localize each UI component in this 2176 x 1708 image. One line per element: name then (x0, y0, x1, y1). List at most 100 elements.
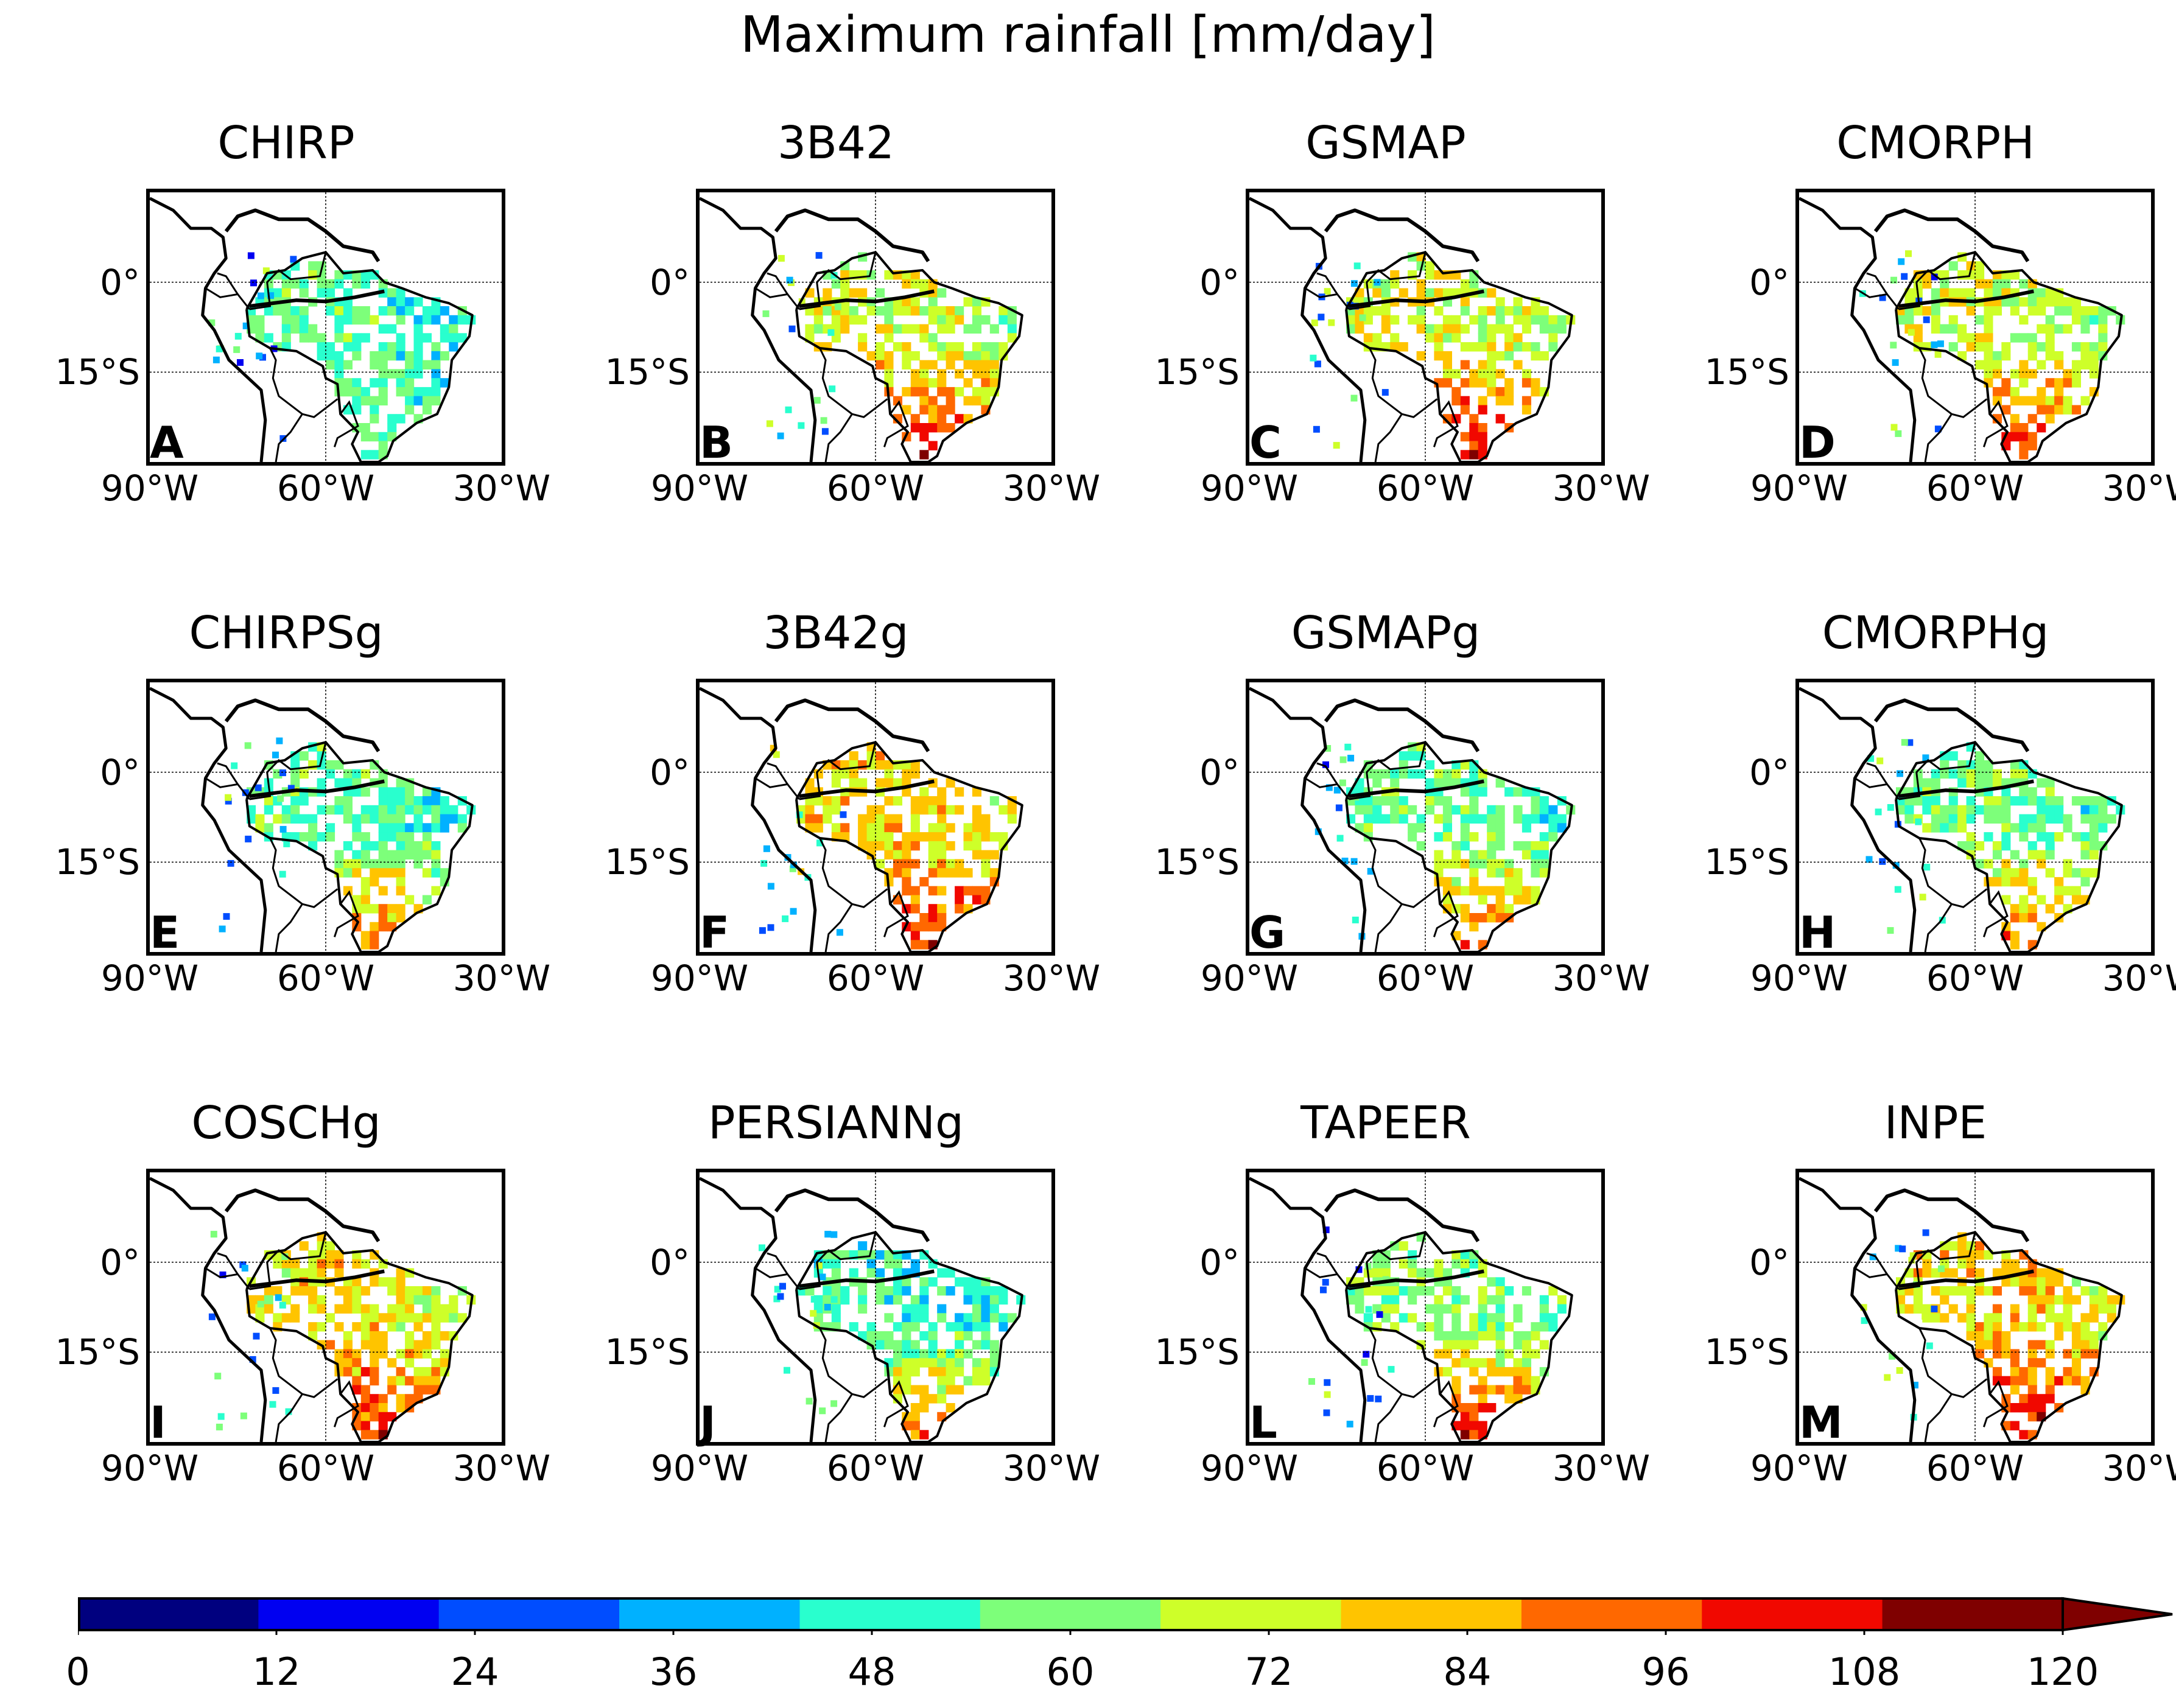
rainfall-cell (360, 1259, 370, 1269)
rainfall-cell (1381, 1286, 1391, 1296)
rainfall-cell (1376, 1311, 1383, 1318)
rainfall-cell (1531, 1349, 1540, 1359)
rainfall-cell (413, 859, 423, 869)
rainfall-cell (334, 351, 344, 361)
rainfall-cell (1007, 333, 1017, 343)
rainfall-cell (360, 1394, 370, 1404)
rainfall-cell (2054, 796, 2064, 806)
rainfall-cell (370, 414, 379, 424)
rainfall-cell (326, 360, 335, 369)
rainfall-cell (1324, 1379, 1331, 1386)
rainfall-cell (2037, 1304, 2046, 1314)
rainfall-cell (1460, 823, 1470, 833)
country-border (333, 1380, 359, 1427)
rainfall-cell (1478, 324, 1487, 334)
rainfall-cell (1984, 351, 1993, 361)
rainfall-cell (2071, 378, 2081, 388)
rainfall-cell (387, 823, 397, 833)
rainfall-cell (1442, 1367, 1452, 1377)
rainfall-cell (317, 805, 326, 815)
rainfall-cell (308, 1268, 318, 1278)
rainfall-cell (1876, 757, 1884, 765)
rainfall-cell (1451, 886, 1461, 896)
rainfall-cell (919, 279, 929, 289)
rainfall-cell (1372, 306, 1382, 316)
rainfall-cell (876, 823, 885, 833)
rainfall-cell (919, 1286, 929, 1296)
rainfall-cell (370, 877, 379, 887)
rainfall-cell (831, 778, 841, 788)
lat-tick-label: 0° (1199, 261, 1240, 303)
rainfall-cell (1966, 333, 1976, 343)
rainfall-cell (360, 1403, 370, 1413)
rainfall-cell (981, 832, 991, 842)
rainfall-cell (1948, 805, 1958, 815)
rainfall-cell (247, 252, 254, 259)
colorbar-segment (1521, 1598, 1703, 1630)
rainfall-cell (937, 1349, 947, 1359)
rainfall-cell (370, 351, 379, 361)
rainfall-cell (2063, 324, 2072, 334)
rainfall-cell (1521, 814, 1531, 824)
rainfall-cell (1966, 1322, 1976, 1332)
rainfall-cell (928, 1340, 938, 1349)
rainfall-cell (2037, 306, 2046, 316)
rainfall-cell (1375, 1395, 1382, 1402)
rainfall-cell (884, 306, 894, 316)
rainfall-cell (264, 1295, 273, 1305)
rainfall-cell (1557, 1295, 1567, 1305)
rainfall-cell (2001, 868, 2011, 878)
rainfall-cell (387, 805, 397, 815)
rainfall-cell (1367, 1395, 1374, 1402)
rainfall-cell (2045, 1367, 2055, 1377)
rainfall-cell (849, 751, 858, 761)
rainfall-cell (2098, 796, 2108, 806)
rainfall-cell (360, 904, 370, 914)
rainfall-cell (1469, 279, 1479, 289)
rainfall-cell (2019, 895, 2029, 905)
rainfall-cell (1487, 805, 1497, 815)
rainfall-cell (1539, 306, 1549, 316)
rainfall-cell (2010, 904, 2020, 914)
rainfall-cell (858, 315, 868, 325)
rainfall-cell (387, 1385, 397, 1395)
rainfall-cell (378, 1331, 388, 1341)
rainfall-cell (2010, 1322, 2020, 1332)
brazil-border (795, 741, 1023, 952)
rainfall-cell (290, 796, 300, 806)
country-border (1374, 413, 1403, 462)
rainfall-cell (1416, 1322, 1426, 1332)
rainfall-cell (777, 432, 784, 439)
rainfall-cell (264, 306, 273, 316)
rainfall-cell (1940, 760, 1950, 770)
rainfall-cell (1975, 1250, 1985, 1260)
rainfall-cell (1495, 868, 1505, 878)
rainfall-cell (1381, 389, 1389, 396)
rainfall-cell (308, 832, 318, 842)
rainfall-cell (849, 288, 858, 298)
country-border (754, 1267, 800, 1290)
rainfall-cell (919, 787, 929, 797)
rainfall-cell (955, 787, 964, 797)
rainfall-cell (405, 297, 415, 307)
rainfall-cell (343, 342, 353, 352)
rainfall-cell (1469, 832, 1479, 842)
rainfall-cell (1521, 1286, 1531, 1296)
rainfall-cell (937, 886, 947, 896)
country-border (1854, 777, 1900, 800)
lon-tick-label: 90°W (650, 1447, 749, 1489)
rainfall-cell (1531, 306, 1540, 316)
rainfall-cell (893, 342, 902, 352)
rainfall-cell (902, 405, 911, 415)
rainfall-cell (387, 351, 397, 361)
rainfall-cell (1442, 378, 1452, 388)
lon-tick-label: 30°W (1002, 467, 1101, 509)
rainfall-cell (1460, 306, 1470, 316)
colorbar-segment (980, 1598, 1161, 1630)
rainfall-cell (989, 850, 999, 859)
rainfall-cell (2080, 351, 2090, 361)
country-border (1898, 252, 1976, 310)
rainfall-cell (1363, 279, 1373, 289)
rainfall-cell (1923, 864, 1931, 871)
rainfall-cell (779, 1283, 786, 1290)
